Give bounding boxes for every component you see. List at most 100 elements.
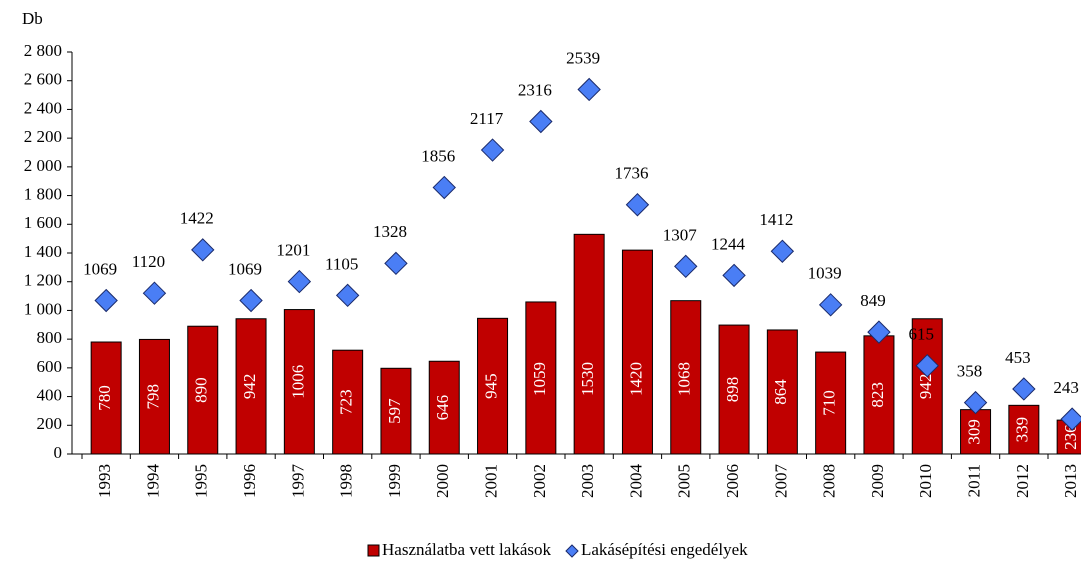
diamond-marker [191, 238, 215, 262]
bar [283, 309, 315, 455]
y-tick-label: 2 200 [24, 127, 62, 146]
bar-value-label: 710 [820, 390, 839, 416]
bar-value-label: 942 [916, 374, 935, 400]
bar-value-label: 942 [240, 374, 259, 400]
bar-value-label: 823 [868, 382, 887, 408]
marker-value-label: 1120 [132, 252, 165, 271]
bar [525, 301, 557, 455]
marker-value-label: 615 [909, 325, 935, 344]
x-tick-label: 1995 [192, 464, 211, 498]
marker-value-label: 1244 [711, 234, 746, 253]
y-tick-label: 2 400 [24, 98, 62, 117]
y-tick-label: 1 000 [24, 299, 62, 318]
legend-swatch [367, 544, 380, 557]
bar-value-label: 597 [385, 398, 404, 424]
x-tick-label: 1997 [288, 464, 307, 499]
marker-value-label: 1736 [614, 164, 648, 183]
marker-value-label: 1105 [325, 254, 358, 273]
bar [90, 341, 122, 455]
diamond-marker [239, 288, 263, 313]
bar-value-label: 723 [337, 389, 356, 415]
marker-value-label: 2539 [566, 48, 600, 67]
x-tick-label: 2010 [916, 464, 935, 498]
x-tick-label: 2008 [820, 464, 839, 498]
marker-value-label: 453 [1005, 348, 1031, 367]
x-tick-label: 2013 [1061, 464, 1080, 498]
y-axis-label: Db [22, 9, 43, 28]
bar [138, 338, 170, 455]
x-tick-label: 2006 [723, 464, 742, 498]
marker-value-label: 1422 [180, 209, 214, 228]
diamond-marker [915, 353, 939, 378]
diamond-marker [1060, 407, 1081, 431]
legend-label: Használatba vett lakások [382, 540, 551, 559]
bar-value-label: 864 [771, 379, 790, 405]
bar [670, 300, 702, 455]
diamond-marker [963, 390, 988, 415]
x-tick-label: 2012 [1013, 464, 1032, 498]
x-tick-label: 1999 [385, 464, 404, 498]
bar-value-label: 646 [433, 395, 452, 421]
bar-value-label: 339 [1013, 417, 1032, 443]
bar-value-label: 1530 [578, 362, 597, 396]
diamond-marker [1012, 377, 1036, 401]
y-tick-label: 1 400 [24, 242, 62, 261]
x-tick-label: 2005 [675, 464, 694, 498]
legend-label: Lakásépítési engedélyek [581, 540, 748, 559]
bar-value-label: 1068 [675, 362, 694, 396]
bar [911, 318, 943, 455]
y-tick-label: 1 800 [24, 184, 62, 203]
y-tick-label: 800 [37, 328, 63, 347]
x-tick-label: 2000 [433, 464, 452, 498]
diamond-marker [384, 251, 408, 276]
bar [332, 349, 364, 455]
bar [718, 324, 750, 455]
marker-value-label: 1856 [421, 146, 455, 165]
bar [187, 325, 219, 455]
x-tick-label: 2003 [578, 464, 597, 498]
marker-value-label: 1039 [808, 264, 842, 283]
bar [815, 351, 847, 455]
diamond-marker [529, 109, 553, 134]
y-tick-label: 200 [37, 414, 63, 433]
diamond-marker [480, 138, 505, 162]
marker-value-label: 2117 [470, 109, 504, 128]
legend-swatch [565, 544, 579, 558]
diamond-marker [770, 239, 795, 263]
bar [621, 249, 653, 455]
marker-value-label: 1328 [373, 222, 407, 241]
x-tick-label: 2002 [530, 464, 549, 498]
marker-value-label: 1307 [663, 225, 698, 244]
x-tick-label: 1998 [337, 464, 356, 498]
x-tick-label: 2011 [964, 464, 983, 497]
diamond-marker [722, 263, 746, 288]
x-tick-label: 1996 [240, 464, 259, 498]
bar [863, 335, 895, 455]
y-tick-label: 2 600 [24, 70, 62, 89]
marker-value-label: 1069 [83, 259, 117, 278]
diamond-marker [577, 77, 601, 102]
diamond-marker [818, 293, 843, 317]
diamond-marker [142, 281, 167, 305]
marker-value-label: 243 [1053, 378, 1079, 397]
marker-value-label: 1412 [759, 210, 793, 229]
diamond-marker [625, 193, 650, 217]
diamond-marker [432, 175, 456, 200]
x-tick-label: 2007 [771, 464, 790, 499]
diamond-marker [94, 288, 118, 313]
bar-value-label: 1420 [626, 362, 645, 396]
diamond-marker [674, 254, 698, 279]
marker-value-label: 358 [957, 362, 983, 381]
bar [477, 317, 509, 455]
bar [573, 233, 605, 455]
x-tick-label: 2009 [868, 464, 887, 498]
marker-value-label: 1069 [228, 259, 262, 278]
bar-value-label: 1006 [288, 365, 307, 399]
diamond-marker [287, 269, 312, 294]
y-tick-label: 400 [37, 385, 63, 404]
bar-value-label: 780 [95, 385, 114, 411]
x-tick-label: 2004 [626, 464, 645, 499]
bar-value-label: 309 [964, 419, 983, 445]
marker-value-label: 2316 [518, 80, 552, 99]
bar [380, 367, 412, 455]
